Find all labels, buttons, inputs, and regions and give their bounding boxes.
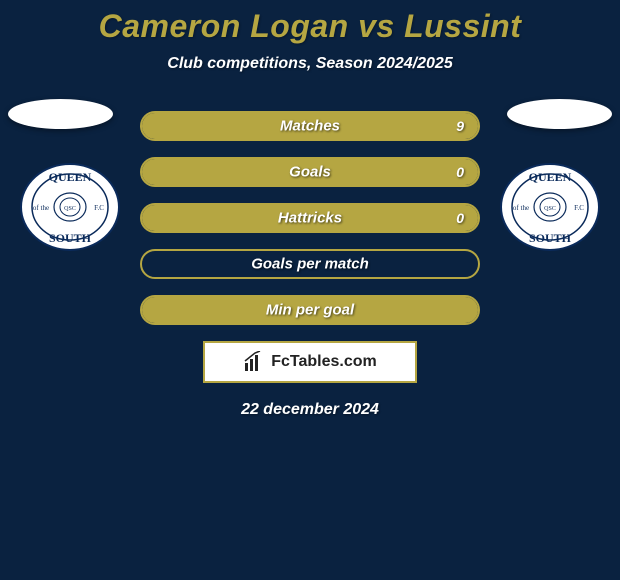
- svg-text:QUEEN: QUEEN: [49, 170, 92, 184]
- svg-text:QSC: QSC: [64, 206, 76, 212]
- attribution-text: FcTables.com: [271, 353, 377, 371]
- svg-text:F.C: F.C: [94, 204, 104, 212]
- bar-label: Matches: [280, 118, 340, 135]
- stat-bars: Matches 9 Goals 0 Hattricks 0 Goals per match M…: [140, 111, 480, 325]
- stat-bar: Min per goal: [140, 295, 480, 325]
- svg-text:SOUTH: SOUTH: [529, 231, 572, 245]
- stat-bar: Goals 0: [140, 157, 480, 187]
- stat-bar: Matches 9: [140, 111, 480, 141]
- club-crest-icon: QUEEN SOUTH of the F.C QSC: [20, 163, 120, 251]
- bar-fill-left: [142, 159, 310, 185]
- page-title: Cameron Logan vs Lussint: [0, 0, 620, 45]
- chart-icon: [243, 351, 265, 373]
- bar-value-right: 0: [456, 210, 464, 226]
- flag-right: [507, 99, 612, 129]
- bar-value-right: 0: [456, 164, 464, 180]
- bar-label: Goals per match: [251, 256, 369, 273]
- stat-bar: Hattricks 0: [140, 203, 480, 233]
- svg-text:QUEEN: QUEEN: [529, 170, 572, 184]
- bar-fill-right: [310, 159, 478, 185]
- svg-text:F.C: F.C: [574, 204, 584, 212]
- svg-text:SOUTH: SOUTH: [49, 231, 92, 245]
- bar-value-right: 9: [456, 118, 464, 134]
- attribution-box: FcTables.com: [203, 341, 417, 383]
- comparison-area: QUEEN SOUTH of the F.C QSC QUEEN SOUTH o…: [0, 111, 620, 419]
- club-badge-right: QUEEN SOUTH of the F.C QSC: [500, 163, 600, 251]
- date-text: 22 december 2024: [0, 401, 620, 419]
- club-badge-left: QUEEN SOUTH of the F.C QSC: [20, 163, 120, 251]
- flag-left: [8, 99, 113, 129]
- bar-label: Hattricks: [278, 210, 342, 227]
- bar-label: Goals: [289, 164, 331, 181]
- stat-bar: Goals per match: [140, 249, 480, 279]
- bar-label: Min per goal: [266, 302, 354, 319]
- club-crest-icon: QUEEN SOUTH of the F.C QSC: [500, 163, 600, 251]
- svg-text:QSC: QSC: [544, 206, 556, 212]
- svg-text:of the: of the: [513, 204, 529, 212]
- subtitle: Club competitions, Season 2024/2025: [0, 55, 620, 73]
- svg-text:of the: of the: [33, 204, 49, 212]
